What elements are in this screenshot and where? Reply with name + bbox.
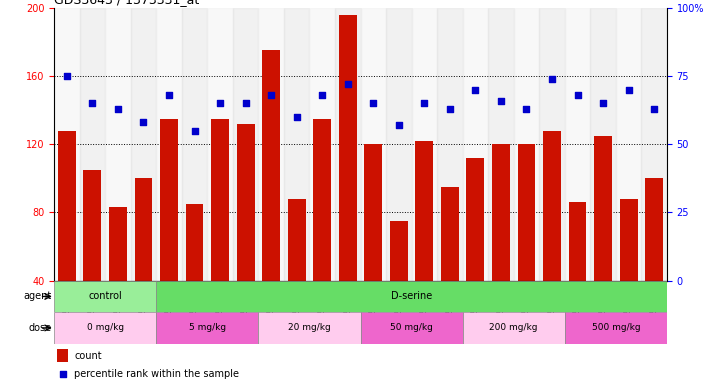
Point — [317, 92, 328, 98]
Text: percentile rank within the sample: percentile rank within the sample — [74, 369, 239, 379]
Point — [214, 100, 226, 106]
Bar — [185, 204, 203, 281]
Bar — [335, 8, 360, 281]
Text: 500 mg/kg: 500 mg/kg — [591, 323, 640, 333]
Bar — [616, 8, 642, 281]
Point — [469, 86, 481, 93]
Point — [597, 100, 609, 106]
Bar — [236, 124, 255, 281]
Bar — [135, 178, 152, 281]
Bar — [313, 119, 331, 281]
Point — [547, 76, 558, 82]
Bar — [513, 8, 539, 281]
Bar — [488, 8, 514, 281]
Text: 0 mg/kg: 0 mg/kg — [87, 323, 124, 333]
Bar — [415, 141, 433, 281]
Bar — [518, 144, 536, 281]
Bar — [79, 8, 105, 281]
Bar — [105, 8, 131, 281]
Point — [112, 106, 124, 112]
Text: dose: dose — [29, 323, 52, 333]
Bar — [594, 136, 612, 281]
Bar — [360, 312, 463, 344]
Point — [291, 114, 302, 120]
Bar — [258, 312, 360, 344]
Bar — [211, 119, 229, 281]
Bar — [645, 178, 663, 281]
Bar — [565, 312, 667, 344]
Text: control: control — [88, 291, 122, 301]
Point — [521, 106, 532, 112]
Text: GDS3643 / 1373331_at: GDS3643 / 1373331_at — [54, 0, 199, 7]
Bar — [54, 281, 156, 312]
Bar — [590, 8, 616, 281]
Bar — [539, 8, 565, 281]
Bar — [288, 199, 306, 281]
Bar — [364, 144, 382, 281]
Bar — [309, 8, 335, 281]
Point — [444, 106, 456, 112]
Bar — [54, 8, 79, 281]
Point — [342, 81, 353, 87]
Bar — [84, 170, 102, 281]
Bar — [182, 8, 208, 281]
Bar — [156, 312, 258, 344]
Point — [572, 92, 583, 98]
Bar — [441, 187, 459, 281]
Bar — [642, 8, 667, 281]
Point — [648, 106, 660, 112]
Point — [623, 86, 634, 93]
Bar — [58, 131, 76, 281]
Bar — [208, 8, 233, 281]
Bar — [619, 199, 637, 281]
Point — [61, 73, 73, 79]
Bar — [258, 8, 284, 281]
Point — [495, 98, 507, 104]
Point — [419, 100, 430, 106]
Point — [57, 371, 68, 377]
Bar — [543, 131, 561, 281]
Bar — [284, 8, 309, 281]
Bar — [262, 50, 280, 281]
Point — [368, 100, 379, 106]
Text: 200 mg/kg: 200 mg/kg — [490, 323, 538, 333]
Bar — [466, 158, 485, 281]
Bar — [233, 8, 258, 281]
Bar — [463, 8, 488, 281]
Bar — [390, 221, 408, 281]
Text: 5 mg/kg: 5 mg/kg — [189, 323, 226, 333]
Text: 20 mg/kg: 20 mg/kg — [288, 323, 331, 333]
Bar — [156, 281, 667, 312]
Point — [163, 92, 174, 98]
Bar — [156, 8, 182, 281]
Point — [189, 127, 200, 134]
Bar — [54, 312, 156, 344]
Point — [87, 100, 98, 106]
Text: 50 mg/kg: 50 mg/kg — [390, 323, 433, 333]
Point — [138, 119, 149, 126]
Bar — [109, 207, 127, 281]
Bar — [360, 8, 386, 281]
Text: agent: agent — [24, 291, 52, 301]
Text: count: count — [74, 351, 102, 361]
Text: D-serine: D-serine — [391, 291, 432, 301]
Bar — [463, 312, 565, 344]
Point — [393, 122, 404, 128]
Bar — [386, 8, 412, 281]
Bar — [57, 349, 68, 362]
Bar — [565, 8, 590, 281]
Bar — [569, 202, 586, 281]
Bar — [131, 8, 156, 281]
Bar — [437, 8, 463, 281]
Bar — [412, 8, 437, 281]
Point — [240, 100, 252, 106]
Point — [265, 92, 277, 98]
Bar — [339, 15, 357, 281]
Bar — [160, 119, 178, 281]
Bar — [492, 144, 510, 281]
